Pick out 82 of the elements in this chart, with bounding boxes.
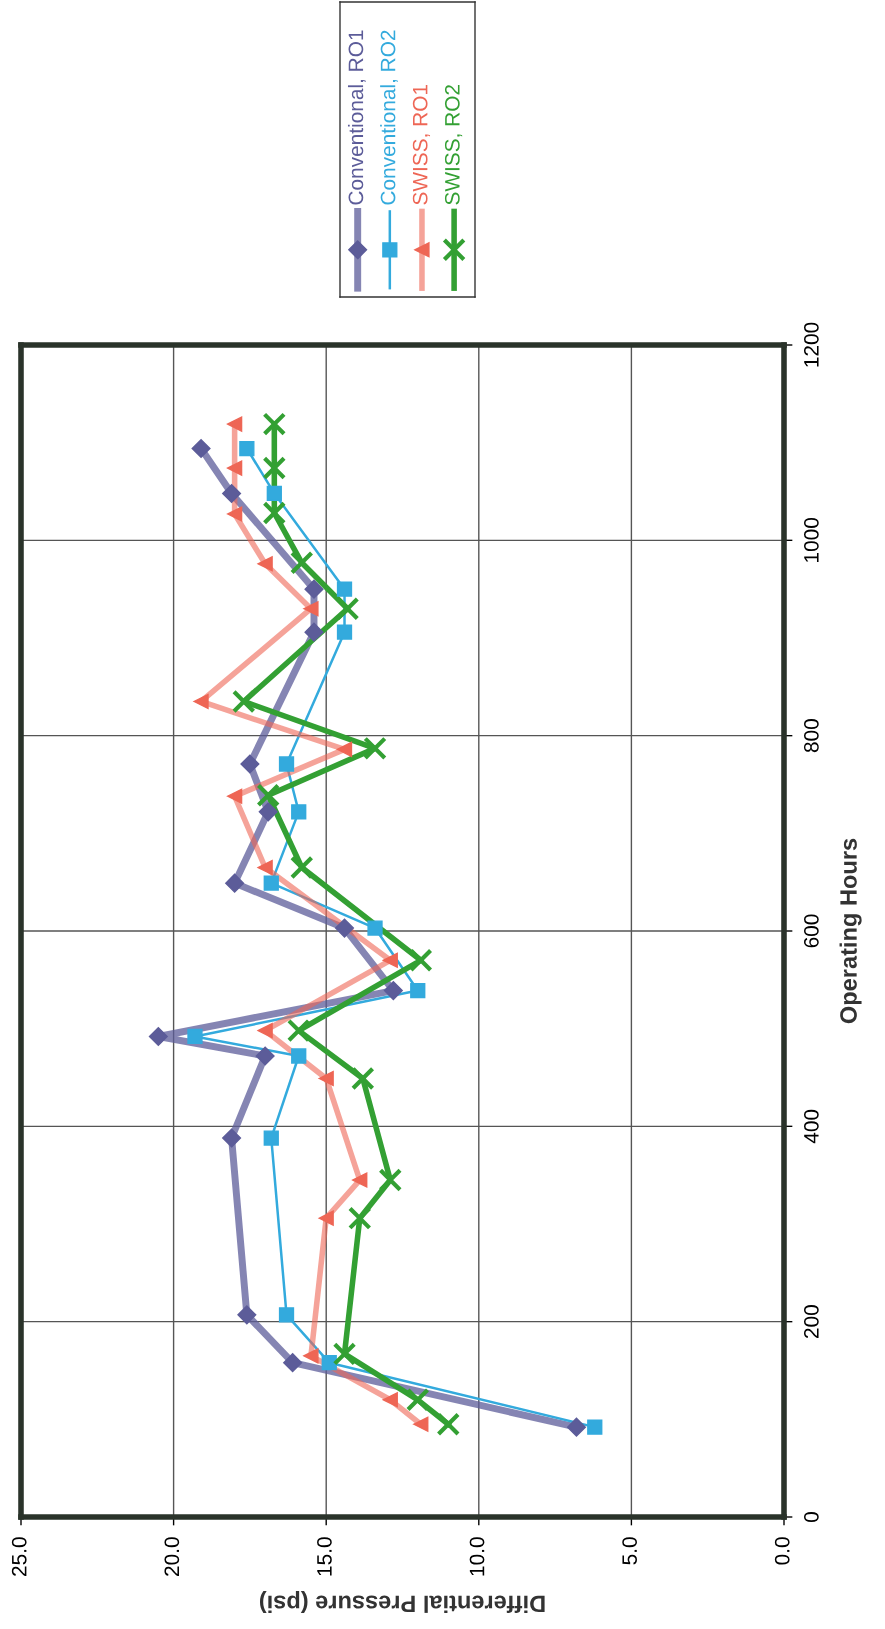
point [262, 456, 287, 480]
point [286, 1018, 311, 1043]
x-tick-label: 20.0 [164, 1537, 180, 1576]
point [263, 875, 279, 891]
y-axis-title: Operating Hours [839, 838, 862, 1024]
point [148, 1026, 168, 1047]
point [409, 948, 433, 973]
point [225, 873, 245, 893]
point [257, 859, 273, 876]
point [227, 506, 243, 522]
point [227, 460, 243, 476]
point [263, 1130, 279, 1146]
point [318, 1070, 334, 1087]
point [351, 1066, 375, 1091]
point [227, 788, 243, 804]
point [257, 1022, 273, 1039]
point [334, 918, 355, 938]
point [258, 802, 278, 822]
point [332, 1342, 357, 1366]
point [231, 689, 256, 714]
point [278, 756, 295, 772]
point [283, 1353, 303, 1373]
point [303, 601, 319, 617]
point [352, 1172, 368, 1188]
point [266, 485, 282, 502]
point [382, 952, 398, 968]
point [193, 693, 209, 710]
text: Conventional, RO1 [347, 30, 366, 205]
point [382, 1392, 398, 1408]
point [291, 1048, 307, 1064]
y-tick-label: 0 [803, 1512, 819, 1522]
y-tick-label: 200 [803, 1305, 819, 1338]
point [237, 1305, 257, 1325]
point [289, 855, 314, 880]
point [304, 579, 324, 599]
x-tick-label: 5.0 [622, 1537, 637, 1565]
point [321, 1355, 337, 1371]
point [336, 581, 353, 597]
point [318, 1210, 334, 1226]
point [336, 624, 353, 640]
point [187, 1028, 203, 1045]
point [291, 804, 307, 820]
point [405, 1387, 430, 1412]
point [303, 1348, 319, 1364]
point [367, 920, 383, 936]
point [257, 556, 273, 572]
y-tick-label: 1200 [803, 322, 819, 367]
y-tick-label: 1000 [803, 517, 819, 562]
y-tick-label: 600 [803, 914, 819, 948]
text: SWISS, RO2 [444, 85, 463, 205]
point [378, 1168, 403, 1192]
point [383, 981, 403, 1001]
y-tick-label: 400 [803, 1109, 819, 1144]
point [262, 412, 287, 436]
x-axis-title: Differential Pressure (psi) [259, 1590, 545, 1613]
x-tick-label: 15.0 [317, 1537, 332, 1576]
text: SWISS, RO1 [412, 85, 431, 205]
point [587, 1419, 603, 1435]
point [304, 622, 324, 642]
point [256, 783, 281, 808]
point [347, 1206, 372, 1230]
point [222, 483, 242, 503]
x-tick-label: 0.0 [774, 1537, 790, 1565]
point [566, 1417, 586, 1437]
point [413, 1416, 429, 1432]
point [191, 438, 211, 459]
point [240, 754, 260, 774]
point [227, 416, 243, 432]
x-tick-label: 25.0 [11, 1537, 27, 1576]
point [289, 550, 314, 575]
point [336, 741, 353, 757]
point [436, 1412, 461, 1437]
point [278, 1307, 295, 1323]
point [363, 736, 387, 761]
point [222, 1128, 242, 1148]
y-tick-label: 800 [803, 719, 819, 753]
x-tick-label: 10.0 [469, 1537, 485, 1576]
text: Conventional, RO2 [380, 30, 398, 205]
point [262, 501, 287, 525]
point [255, 1046, 275, 1066]
point [410, 982, 426, 999]
point [239, 440, 255, 457]
